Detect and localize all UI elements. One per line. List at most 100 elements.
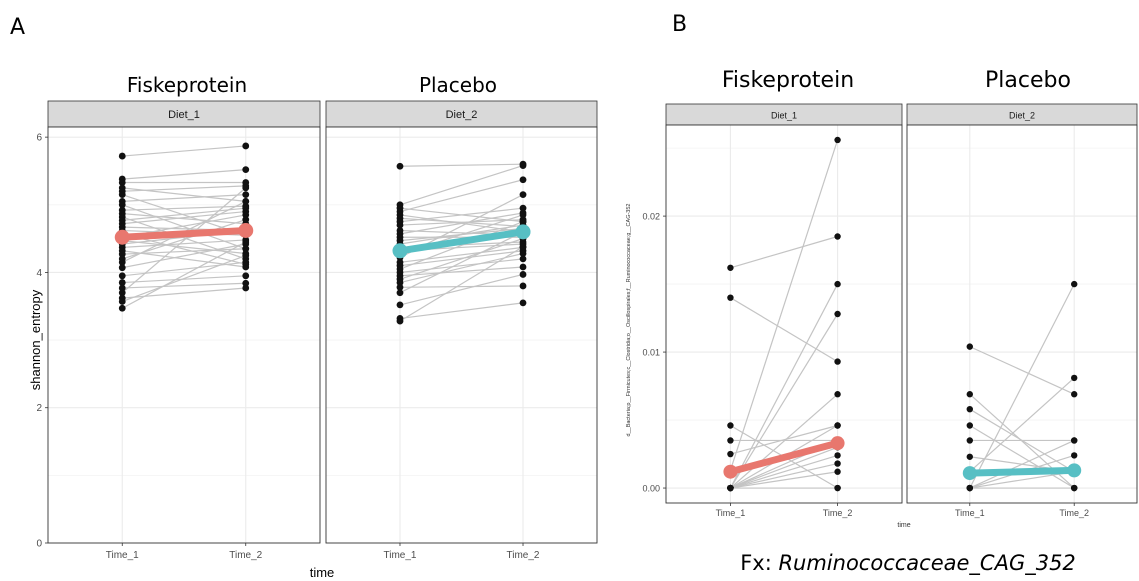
panel-b-facet-2-point-time2: [1071, 374, 1078, 382]
panel-b-facet-2-paired-line: [969, 377, 1075, 473]
panel-a-facet-1-point-time1: [118, 191, 126, 199]
panel-a-facet-1-point-time2: [242, 191, 250, 199]
panel-a-facet-1-point-time1: [118, 304, 126, 312]
panel-a-facet-1-mean-point-time2: [238, 222, 254, 238]
caption-taxon: Ruminococcaceae_CAG_352: [778, 551, 1075, 576]
panel-a-facet-2-mean-point-time2: [515, 224, 531, 240]
panel-b-facet-2-point-time1: [966, 484, 973, 492]
panel-a-facet-1-paired-line: [122, 243, 246, 269]
panel-b-facet-2-point-time1: [966, 422, 973, 429]
panel-a-facet-1-paired-line: [122, 207, 246, 221]
caption-prefix: Fx:: [740, 551, 778, 575]
panel-b-facet-1-paired-line: [730, 446, 838, 489]
panel-a-facet-2-point-time2: [519, 263, 527, 271]
panel-a-facet-1-point-time1: [118, 258, 126, 266]
panel-b-facet-1-point-time1: [727, 294, 734, 301]
panel-b-facet-2-point-time1: [966, 453, 973, 460]
panel-b-facet-1-point-time1: [727, 484, 734, 492]
panel-b-ytick-label: 0.01: [642, 348, 660, 358]
panel-a-facet-2-paired-line: [399, 207, 524, 223]
panel-b-facet-2-plot-background: [907, 125, 1137, 503]
panel-a-facet-1-paired-line: [122, 240, 246, 255]
panel-b-facet-1-paired-line: [730, 235, 838, 269]
panel-b-ylabel: d__Bacteria;p__Firmicutes;c__Clostridia;…: [626, 204, 632, 437]
panel-a-facet-2-paired-line: [399, 258, 524, 274]
panel-b-chart: 0.00 0.01 0.02 Diet_1 Time_1 Time_2 Diet_2 Time…: [642, 103, 1138, 518]
panel-b-facet-2-paired-line: [969, 424, 1075, 489]
panel-b-caption: Fx: Ruminococcaceae_CAG_352: [740, 551, 1076, 576]
panel-a-ytick-label: 4: [36, 268, 42, 279]
panel-a-facet-1-paired-line: [122, 212, 246, 225]
panel-a-facet-2-paired-line: [399, 179, 524, 213]
panel-b-facet-2-point-time1: [966, 437, 973, 444]
panel-a-facet-2-mean-point-time1: [392, 243, 408, 259]
panel-a-ylabel: shannon_entropy: [28, 289, 43, 390]
panel-a-facet-1-point-time2: [242, 279, 250, 287]
panel-a-facet-1-xtick-label: Time_2: [229, 550, 262, 561]
panel-b-facet-2-point-time2: [1071, 437, 1078, 444]
panel-a-facet-1-point-time2: [242, 198, 250, 205]
panel-a-facet-2-paired-line: [399, 231, 524, 294]
panel-b-facet-2-point-time2: [1071, 391, 1078, 398]
panel-b-facet-1-point-time1: [727, 437, 734, 444]
panel-a-facet-1-plot-background: [48, 127, 320, 543]
panel-a-facet-1-strip-label: Diet_1: [168, 109, 200, 121]
panel-b-facet-1-mean-point-time1: [723, 464, 738, 479]
panel-a-facet-1-paired-line: [122, 169, 246, 180]
panel-a-facet-2-paired-line: [399, 219, 524, 226]
panel-a-facet-1-mean-point-time1: [114, 229, 130, 245]
panel-a-facet-1-strip: [47, 100, 321, 128]
panel-a-facet-1-point-time2: [242, 252, 250, 259]
panel-b-facet-1-xtick-label: Time_2: [823, 508, 853, 518]
panel-a-facet-2-mean-line: [396, 228, 527, 255]
panel-a-facet-1-point-time1: [118, 264, 126, 272]
panel-b-xlabel: time: [897, 522, 910, 529]
panel-a-facet-2-paired-line: [399, 246, 524, 263]
panel-a-facet-2-paired-line: [399, 285, 524, 288]
panel-a-facet-1-paired-line: [122, 254, 246, 303]
panel-a-facet-1-point-time2: [242, 211, 250, 219]
panel-b-facet-1-point-time1: [727, 450, 734, 458]
panel-a-facet-2-point-time1: [396, 279, 404, 286]
panel-b-facet-1-paired-line: [730, 462, 838, 489]
panel-a-facet-1-paired-line: [122, 205, 246, 211]
panel-a-facet-2-paired-line: [399, 252, 524, 284]
panel-a-facet-1-panel-border: [47, 126, 321, 544]
panel-a-facet-2-point-time2: [519, 250, 527, 257]
panel-a-facet-1-point-time2: [242, 284, 250, 292]
panel-b-facet-1-point-time2: [834, 484, 841, 492]
panel-a-facet-2-point-time2: [519, 299, 527, 307]
panel-a-facet-1-point-time2: [242, 184, 250, 192]
panel-b-facet-2-strip-label: Diet_2: [1009, 111, 1035, 121]
panel-b-facet-1-paired-line: [729, 283, 839, 489]
panel-a-facet-2-paired-line: [399, 250, 524, 267]
panel-a-letter: A: [10, 15, 25, 40]
panel-a-facet-2-point-time2: [519, 243, 527, 251]
panel-b-facet-2-point-time1: [966, 391, 973, 398]
panel-a-chart: 0 2 4 6 Diet_1 Time_1 Time_2 Diet_2 Time_1 Time_2: [36, 100, 598, 561]
panel-a-facet-1-point-time1: [118, 250, 126, 258]
panel-b-facet-1-title: Fiskeprotein: [722, 68, 854, 93]
panel-a-facet-1-paired-line: [122, 194, 246, 203]
panel-b-facet-1-point-time2: [834, 468, 841, 475]
panel-a-xlabel: time: [310, 565, 335, 580]
panel-b-facet-2-xtick-label: Time_2: [1059, 508, 1089, 518]
panel-b-facet-1-point-time2: [834, 358, 841, 365]
panel-a-facet-2-point-time1: [396, 317, 404, 325]
panel-a-facet-2-point-time2: [519, 191, 527, 199]
panel-b-facet-2-point-time2: [1071, 484, 1078, 492]
panel-a-facet-1-point-time2: [242, 216, 250, 224]
panel-b-facet-2-paired-line: [969, 439, 1075, 489]
panel-a-facet-2-point-time1: [396, 162, 404, 170]
panel-a-facet-2-point-time2: [519, 162, 527, 169]
panel-b-facet-1-xtick-label: Time_1: [716, 508, 746, 518]
panel-a-facet-2-strip-label: Diet_2: [446, 109, 478, 121]
panel-a-facet-1-paired-line: [122, 287, 246, 299]
panel-b-facet-1-point-time2: [834, 422, 841, 429]
panel-b-facet-1-point-time2: [834, 233, 841, 240]
panel-b-facet-1-point-time1: [727, 422, 734, 429]
panel-b-facet-1-paired-line: [729, 313, 839, 489]
panel-a-facet-1-paired-line: [122, 185, 246, 192]
panel-b-facet-1-mean-point-time2: [830, 436, 845, 451]
panel-a-facet-2-strip: [325, 100, 598, 128]
